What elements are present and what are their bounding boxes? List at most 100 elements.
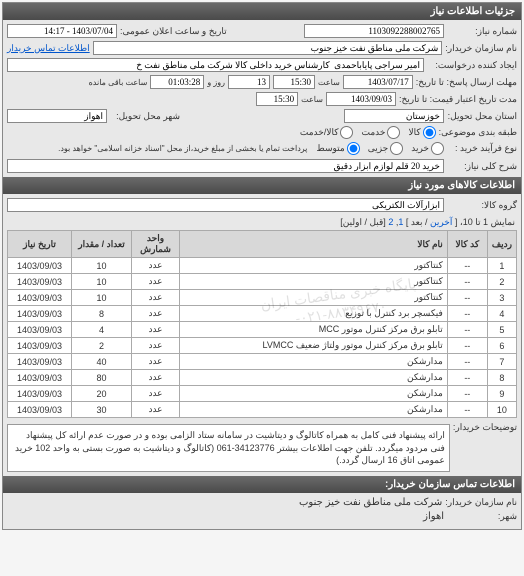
th-row: ردیف (487, 231, 516, 258)
row-seller-note: توضیحات خریدار: ارائه پیشنهاد فنی کامل ب… (7, 422, 517, 472)
cell-name: مدارشکن (180, 370, 448, 386)
cell-unit: عدد (132, 338, 180, 354)
requester-field[interactable] (7, 58, 424, 72)
cell-row: 5 (487, 322, 516, 338)
radio-khadam[interactable]: خدمت (361, 126, 400, 139)
footer-header: اطلاعات تماس سازمان خریدار: (3, 476, 521, 493)
label-public-date: تاریخ و ساعت اعلان عمومی: (120, 26, 227, 37)
cell-code: -- (447, 306, 487, 322)
label-city: شهر محل تحویل: (110, 111, 180, 122)
cell-row: 1 (487, 258, 516, 274)
radio-kharid[interactable]: خرید (411, 142, 444, 155)
cell-name: تابلو برق مرکز کنترل موتور ولتاژ ضعیف LV… (180, 338, 448, 354)
label-valid: مدت تاریخ اعتبار قیمت: تا تاریخ: (399, 94, 517, 105)
roz-label: روز و (207, 78, 225, 87)
radio-khadam-input[interactable] (387, 126, 400, 139)
niaz-no-field[interactable] (304, 24, 444, 38)
row-buyer: نام سازمان خریدار: اطلاعات تماس خریدار (7, 41, 517, 55)
cell-name: مدارشکن (180, 402, 448, 418)
cell-row: 3 (487, 290, 516, 306)
cell-code: -- (447, 338, 487, 354)
budget-radio-group: کالا خدمت کالا/خدمت (300, 126, 436, 139)
saat-label-1: ساعت (318, 78, 340, 87)
table-row[interactable]: 5--تابلو برق مرکز کنترل موتور MCCعدد4140… (8, 322, 517, 338)
footer-city-value: اهواز (423, 511, 444, 522)
row-footer-city: شهر: اهواز (7, 511, 517, 522)
table-row[interactable]: 6--تابلو برق مرکز کنترل موتور ولتاژ ضعیف… (8, 338, 517, 354)
items-table: ردیف کد کالا نام کالا واحد شمارش تعداد /… (7, 230, 517, 418)
cell-code: -- (447, 354, 487, 370)
label-reply: مهلت ارسال پاسخ: تا تاریخ: (416, 77, 517, 88)
radio-motavaset-input[interactable] (347, 142, 360, 155)
cell-name: فیکسچر برد کنترل با توزیع۰۲۱-۸۸۳۴۹۶۷۰- (180, 306, 448, 322)
cell-code: -- (447, 370, 487, 386)
cell-row: 8 (487, 370, 516, 386)
radio-both-input[interactable] (340, 126, 353, 139)
row-niaz-no: شماره نیاز: تاریخ و ساعت اعلان عمومی: (7, 24, 517, 38)
row-valid-deadline: مدت تاریخ اعتبار قیمت: تا تاریخ: ساعت (7, 92, 517, 106)
label-buyer: نام سازمان خریدار: (445, 43, 517, 54)
seller-note-box: ارائه پیشنهاد فنی کامل به همراه کاتالوگ … (7, 424, 450, 472)
th-name: نام کالا (180, 231, 448, 258)
buyer-contact-link[interactable]: اطلاعات تماس خریدار (7, 43, 90, 54)
pager-page-1[interactable]: 1 (398, 217, 403, 227)
table-header-row: ردیف کد کالا نام کالا واحد شمارش تعداد /… (8, 231, 517, 258)
radio-motavaset[interactable]: متوسط (316, 142, 359, 155)
th-code: کد کالا (447, 231, 487, 258)
row-budget-type: طبقه بندی موضوعی: کالا خدمت کالا/خدمت (7, 126, 517, 139)
cell-name: کنتاکتور (180, 258, 448, 274)
cell-row: 2 (487, 274, 516, 290)
table-row[interactable]: 9--مدارشکنعدد201403/09/03 (8, 386, 517, 402)
cell-qty: 80 (72, 370, 132, 386)
radio-jozi-input[interactable] (390, 142, 403, 155)
valid-time-field[interactable] (256, 92, 298, 106)
reply-time-field[interactable] (273, 75, 315, 89)
row-footer-org: نام سازمان خریدار: شرکت ملی مناطق نفت خی… (7, 497, 517, 508)
cell-code: -- (447, 322, 487, 338)
label-group: گروه کالا: (447, 200, 517, 211)
radio-kala[interactable]: کالا (408, 126, 435, 139)
buyer-name-field[interactable] (93, 41, 443, 55)
cell-row: 10 (487, 402, 516, 418)
table-row[interactable]: 2--کنتاکتورعدد101403/09/03 (8, 274, 517, 290)
radio-kharid-input[interactable] (431, 142, 444, 155)
table-row[interactable]: 8--مدارشکنعدد801403/09/03 (8, 370, 517, 386)
cell-code: -- (447, 386, 487, 402)
radio-both[interactable]: کالا/خدمت (300, 126, 354, 139)
th-qty: تعداد / مقدار (72, 231, 132, 258)
pager-page-2[interactable]: 2 (388, 217, 393, 227)
table-row[interactable]: 3--کنتاکتورپایگاه خبری مناقصات ایرانعدد1… (8, 290, 517, 306)
cell-qty: 40 (72, 354, 132, 370)
valid-date-field[interactable] (326, 92, 396, 106)
cell-date: 1403/09/03 (8, 306, 72, 322)
public-date-field[interactable] (7, 24, 117, 38)
row-requester: ایجاد کننده درخواست: (7, 58, 517, 72)
radio-jozi[interactable]: جزیی (368, 142, 404, 155)
cell-date: 1403/09/03 (8, 370, 72, 386)
general-desc-field[interactable] (7, 159, 444, 173)
cell-qty: 30 (72, 402, 132, 418)
table-row[interactable]: 1--کنتاکتورعدد101403/09/03 (8, 258, 517, 274)
cell-row: 9 (487, 386, 516, 402)
pager-prev-link[interactable]: آخرین (430, 217, 452, 227)
cell-code: -- (447, 402, 487, 418)
row-reply-deadline: مهلت ارسال پاسخ: تا تاریخ: ساعت روز و سا… (7, 75, 517, 89)
table-row[interactable]: 4--فیکسچر برد کنترل با توزیع۰۲۱-۸۸۳۴۹۶۷۰… (8, 306, 517, 322)
group-field[interactable] (7, 198, 444, 212)
city-field[interactable] (7, 109, 107, 123)
label-process: نوع فرآیند خرید : (447, 143, 517, 154)
reply-date-field[interactable] (343, 75, 413, 89)
footer-org-value: شرکت ملی مناطق نفت خیز جنوب (299, 497, 442, 508)
cell-date: 1403/09/03 (8, 290, 72, 306)
remain-time-field (150, 75, 204, 89)
cell-qty: 8 (72, 306, 132, 322)
cell-qty: 20 (72, 386, 132, 402)
table-row[interactable]: 10--مدارشکنعدد301403/09/03 (8, 402, 517, 418)
radio-kala-input[interactable] (423, 126, 436, 139)
label-footer-city: شهر: (447, 511, 517, 522)
cell-date: 1403/09/03 (8, 322, 72, 338)
th-unit: واحد شمارش (132, 231, 180, 258)
cell-date: 1403/09/03 (8, 386, 72, 402)
ostan-field[interactable] (344, 109, 444, 123)
table-row[interactable]: 7--مدارشکنعدد401403/09/03 (8, 354, 517, 370)
